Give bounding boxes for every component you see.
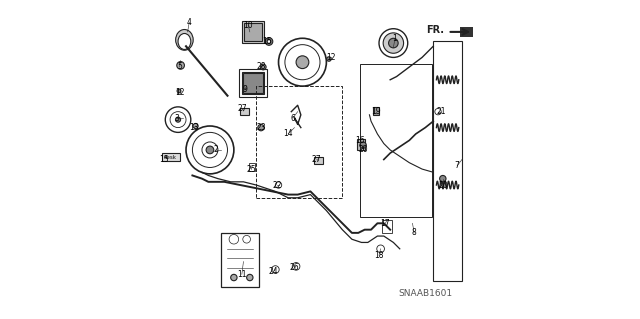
Text: 9: 9 [243, 85, 248, 94]
Text: SNAAB1601: SNAAB1601 [398, 289, 452, 298]
Circle shape [267, 40, 271, 43]
Text: 15: 15 [262, 37, 272, 46]
Circle shape [177, 62, 184, 69]
Circle shape [230, 274, 237, 281]
Text: 7: 7 [455, 161, 460, 170]
Bar [314, 157, 323, 164]
Text: 13: 13 [189, 123, 199, 132]
Bar [249, 163, 255, 171]
Bar [372, 107, 379, 115]
Text: 8: 8 [412, 228, 417, 237]
Text: 22: 22 [272, 181, 282, 189]
Circle shape [296, 56, 309, 69]
Text: 24: 24 [269, 267, 278, 276]
Circle shape [258, 124, 264, 131]
Circle shape [360, 142, 366, 148]
Text: 17: 17 [381, 219, 390, 228]
Circle shape [326, 57, 331, 61]
Bar [382, 220, 392, 233]
Circle shape [206, 146, 214, 154]
Text: 20: 20 [358, 145, 368, 154]
Bar [243, 73, 262, 93]
Bar [221, 233, 259, 287]
Bar [433, 41, 462, 281]
Text: 11: 11 [237, 270, 246, 279]
Text: 4: 4 [187, 18, 191, 27]
Circle shape [265, 38, 273, 45]
Text: 26: 26 [290, 263, 300, 272]
Text: 25: 25 [246, 165, 256, 174]
Text: 21: 21 [436, 107, 446, 116]
Text: desk: desk [164, 155, 177, 160]
Bar [360, 64, 431, 217]
Bar [239, 69, 268, 97]
Bar [356, 139, 365, 150]
Circle shape [260, 64, 266, 70]
Bar [460, 27, 473, 37]
Bar [162, 153, 180, 161]
Circle shape [246, 274, 253, 281]
Text: 20: 20 [438, 181, 447, 189]
Text: 18: 18 [374, 251, 384, 260]
Bar [239, 108, 249, 115]
Circle shape [440, 175, 446, 182]
Circle shape [177, 89, 181, 93]
Text: 23: 23 [256, 123, 266, 132]
Text: 19: 19 [371, 107, 381, 116]
Circle shape [193, 123, 198, 129]
Circle shape [175, 117, 180, 122]
Text: 27: 27 [312, 155, 322, 164]
Ellipse shape [175, 29, 193, 50]
Text: 10: 10 [243, 21, 253, 30]
Bar [256, 86, 342, 198]
Bar [242, 72, 264, 94]
Text: 12: 12 [326, 53, 336, 62]
Bar [242, 21, 264, 43]
Text: 6: 6 [291, 114, 295, 122]
Circle shape [388, 38, 398, 48]
Text: 2: 2 [214, 145, 219, 154]
Ellipse shape [178, 33, 191, 49]
Bar [244, 23, 262, 41]
Text: FR.: FR. [426, 25, 444, 35]
Text: 16: 16 [355, 136, 365, 145]
Text: 15: 15 [159, 155, 168, 164]
Text: 5: 5 [177, 63, 182, 71]
Text: 28: 28 [256, 63, 266, 71]
Text: 1: 1 [392, 34, 397, 43]
Circle shape [383, 33, 404, 53]
Text: 27: 27 [237, 104, 246, 113]
Text: 14: 14 [284, 130, 293, 138]
Text: 12: 12 [175, 88, 184, 97]
Text: 3: 3 [174, 114, 179, 122]
